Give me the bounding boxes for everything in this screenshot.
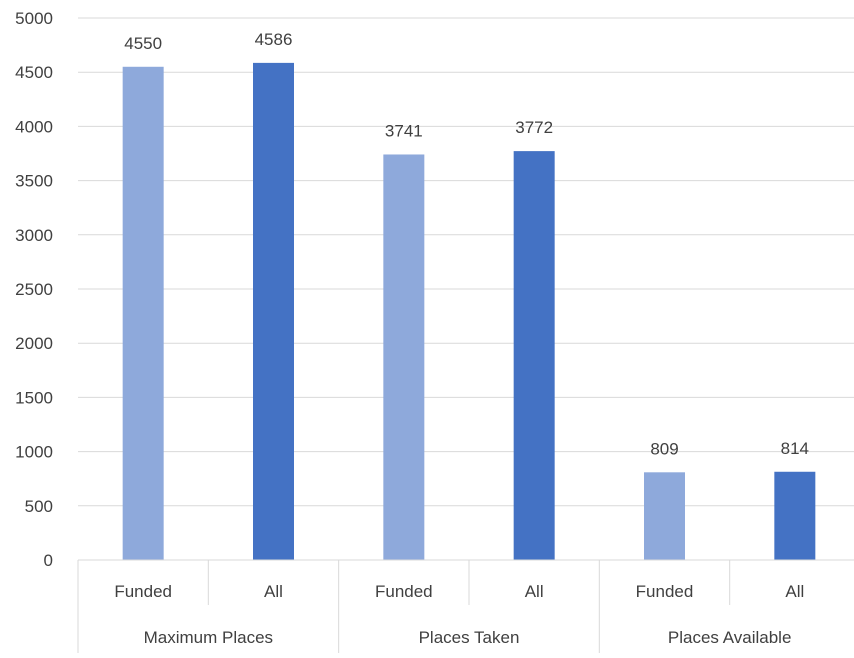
- bar: [774, 471, 816, 560]
- bar: [644, 472, 685, 560]
- data-label: 814: [781, 439, 809, 458]
- group-label: Maximum Places: [144, 628, 273, 647]
- data-labels: 4550 4586 3741 3772 809 814: [124, 30, 809, 458]
- x-tick-label: All: [525, 582, 544, 601]
- y-tick-label: 4000: [15, 117, 53, 136]
- bar: [513, 151, 555, 560]
- y-tick-label: 3500: [15, 172, 53, 191]
- y-tick-label: 1500: [15, 388, 53, 407]
- y-tick-label: 1000: [15, 443, 53, 462]
- group-label: Places Available: [668, 628, 792, 647]
- y-tick-label: 500: [25, 497, 53, 516]
- y-tick-label: 3000: [15, 226, 53, 245]
- data-label: 4550: [124, 34, 162, 53]
- bar: [383, 154, 425, 561]
- axes: 0 500 1000 1500 2000 2500 3000 3500 4000 4500 5000…: [15, 9, 854, 653]
- x-tick-label: Funded: [636, 582, 694, 601]
- y-tick-label: 5000: [15, 9, 53, 28]
- gridlines: [78, 17, 854, 507]
- group-label: Places Taken: [419, 628, 520, 647]
- bar: [122, 66, 164, 560]
- bar: [253, 62, 294, 561]
- y-tick-label: 2500: [15, 280, 53, 299]
- y-tick-label: 4500: [15, 63, 53, 82]
- y-tick-label: 2000: [15, 334, 53, 353]
- data-label: 3772: [515, 118, 553, 137]
- bars: [122, 62, 816, 561]
- data-label: 809: [650, 439, 678, 458]
- x-tick-label: All: [785, 582, 804, 601]
- y-tick-label: 0: [44, 551, 53, 570]
- x-tick-label: All: [264, 582, 283, 601]
- data-label: 4586: [255, 30, 293, 49]
- x-tick-label: Funded: [375, 582, 433, 601]
- data-label: 3741: [385, 121, 423, 140]
- x-tick-label: Funded: [114, 582, 172, 601]
